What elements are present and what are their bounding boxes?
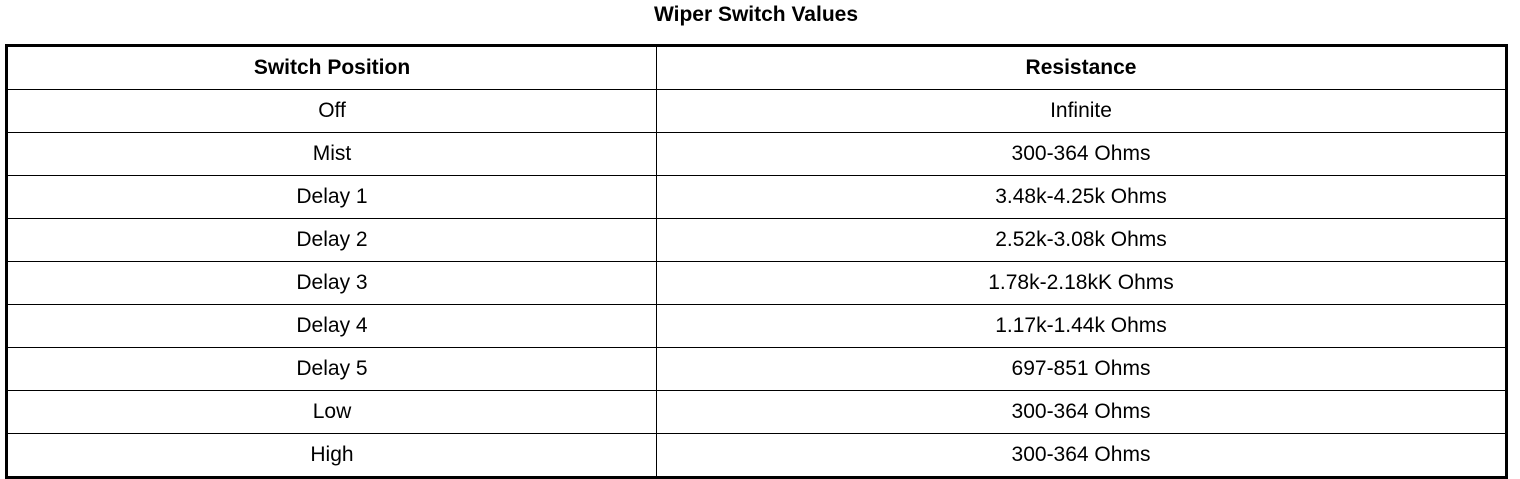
table-cell: Mist [6, 132, 657, 176]
table-row: Delay 2 2.52k-3.08k Ohms [6, 218, 1507, 262]
header-row: Switch Position Resistance [6, 45, 1507, 90]
table-cell: Delay 4 [6, 304, 657, 348]
table-row: Mist 300-364 Ohms [6, 132, 1507, 176]
table-cell: 2.52k-3.08k Ohms [656, 218, 1507, 262]
table-title: Wiper Switch Values [653, 3, 859, 26]
table-cell: 697-851 Ohms [656, 347, 1507, 391]
table-row: Delay 1 3.48k-4.25k Ohms [6, 175, 1507, 219]
table-cell: 1.17k-1.44k Ohms [656, 304, 1507, 348]
column-header: Resistance [656, 45, 1507, 90]
table-cell: 3.48k-4.25k Ohms [656, 175, 1507, 219]
table-cell: Delay 1 [6, 175, 657, 219]
table-cell: 300-364 Ohms [656, 132, 1507, 176]
table-row: Delay 3 1.78k-2.18kK Ohms [6, 261, 1507, 305]
table-row: Low 300-364 Ohms [6, 390, 1507, 434]
table-cell: High [6, 433, 657, 478]
table-cell: Delay 2 [6, 218, 657, 262]
table-cell: Delay 3 [6, 261, 657, 305]
table-cell: Off [6, 89, 657, 133]
table-row: Off Infinite [6, 89, 1507, 133]
column-header: Switch Position [6, 45, 657, 90]
table-cell: 300-364 Ohms [656, 433, 1507, 478]
values-table: Switch Position Resistance Off Infinite Mis… [5, 44, 1508, 479]
table-cell: 1.78k-2.18kK Ohms [656, 261, 1507, 305]
table-cell: Infinite [656, 89, 1507, 133]
table-cell: Low [6, 390, 657, 434]
table-cell: Delay 5 [6, 347, 657, 391]
table-row: Delay 4 1.17k-1.44k Ohms [6, 304, 1507, 348]
table-body: Off Infinite Mist 300-364 Ohms Delay 1 3.48k-… [6, 89, 1507, 478]
table-row: Delay 5 697-851 Ohms [6, 347, 1507, 391]
table-row: High 300-364 Ohms [6, 433, 1507, 478]
table-cell: 300-364 Ohms [656, 390, 1507, 434]
